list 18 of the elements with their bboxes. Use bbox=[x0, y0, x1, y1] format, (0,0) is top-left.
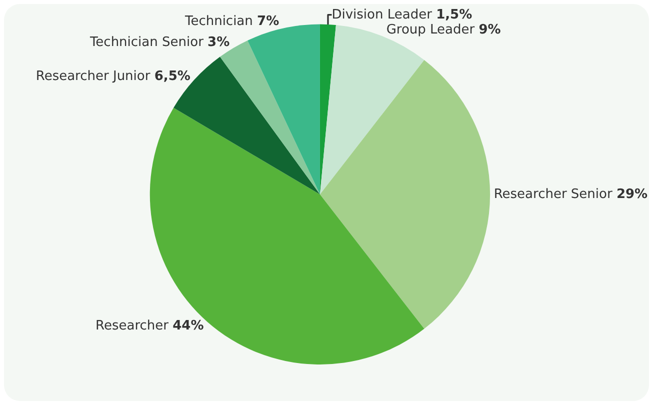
data-label: 7% bbox=[257, 14, 280, 29]
slice-label: Technician Senior bbox=[90, 34, 204, 50]
data-label: 3% bbox=[208, 34, 230, 50]
slice-label: Researcher Senior bbox=[494, 186, 612, 202]
pie-slice bbox=[320, 60, 490, 329]
data-label: 29% bbox=[616, 186, 648, 202]
pie-slice bbox=[320, 24, 336, 194]
pie-slice bbox=[320, 25, 424, 194]
data-label: 6,5% bbox=[154, 69, 190, 84]
data-label: 9% bbox=[478, 22, 501, 38]
slice-label: Researcher bbox=[95, 318, 168, 334]
slice-label: Division Leader bbox=[332, 7, 432, 22]
slice-label: Group Leader bbox=[386, 22, 475, 38]
pie-slice bbox=[248, 24, 320, 194]
slice-label: Researcher Junior bbox=[36, 69, 150, 84]
data-label: 44% bbox=[172, 318, 204, 334]
slice-label: Technician bbox=[184, 14, 253, 29]
data-label: 1,5% bbox=[436, 7, 472, 22]
